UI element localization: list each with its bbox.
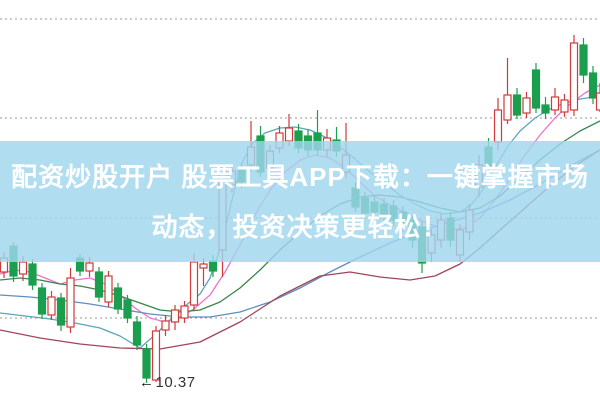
promo-banner[interactable]: 配资炒股开户 股票工具APP下载：一键掌握市场 动态，投资决策更轻松！	[0, 141, 600, 262]
promo-banner-line-1: 配资炒股开户 股票工具APP下载：一键掌握市场	[11, 161, 589, 192]
low-price-annotation: ←10.37	[139, 374, 196, 391]
left-arrow-icon: ←	[139, 374, 155, 391]
low-price-value: 10.37	[155, 374, 196, 391]
promo-banner-line-2: 动态，投资决策更轻松！	[151, 211, 449, 242]
